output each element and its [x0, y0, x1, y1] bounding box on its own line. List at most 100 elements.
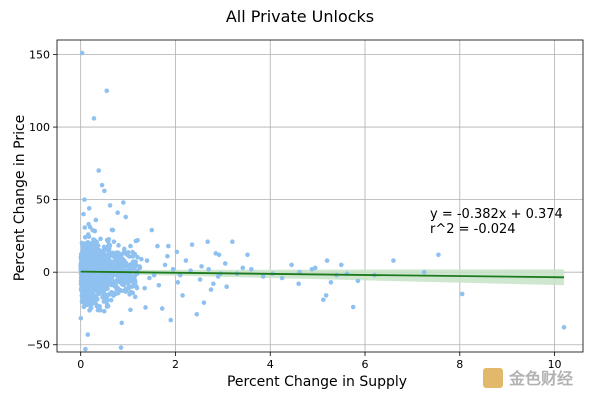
- data-point: [128, 307, 133, 313]
- fit-line: [80, 270, 565, 279]
- data-point: [96, 280, 101, 286]
- data-point: [194, 311, 200, 317]
- data-point: [114, 266, 119, 271]
- plot-area: [57, 40, 583, 352]
- fit-line-layer: [80, 270, 565, 279]
- data-point: [82, 234, 88, 240]
- data-point: [123, 214, 129, 220]
- y-tick-label: −50: [27, 339, 50, 352]
- data-point: [199, 264, 204, 269]
- data-point: [117, 287, 123, 293]
- data-point: [97, 290, 103, 295]
- data-point: [89, 296, 94, 302]
- ticks: 0 2 4 6 8 10 −50 0 50 100 150: [27, 49, 562, 371]
- data-point: [83, 346, 88, 352]
- data-point: [222, 261, 228, 266]
- data-point: [91, 116, 97, 121]
- data-point: [323, 293, 329, 298]
- data-point: [289, 262, 294, 268]
- data-point: [139, 256, 144, 262]
- data-point: [137, 265, 143, 271]
- data-point: [84, 265, 90, 271]
- data-point: [94, 258, 99, 264]
- data-point: [105, 275, 111, 280]
- data-point: [248, 266, 254, 272]
- data-point: [104, 88, 110, 94]
- data-point: [82, 197, 87, 202]
- data-point: [162, 262, 168, 268]
- data-point: [208, 287, 214, 292]
- data-point: [126, 264, 132, 270]
- data-point: [110, 227, 116, 233]
- x-tick-label: 4: [267, 358, 274, 371]
- data-point: [80, 282, 86, 287]
- data-point: [84, 261, 89, 266]
- x-tick-label: 8: [456, 358, 463, 371]
- data-point: [93, 293, 99, 299]
- data-point: [165, 253, 170, 259]
- data-point: [436, 252, 441, 258]
- data-point: [159, 306, 165, 311]
- data-point: [90, 262, 96, 268]
- data-point: [78, 278, 84, 284]
- data-point: [82, 225, 88, 230]
- data-point: [240, 265, 246, 271]
- data-point: [112, 291, 117, 296]
- data-point: [355, 278, 361, 284]
- data-point: [296, 281, 301, 287]
- data-point: [132, 294, 138, 300]
- data-point: [147, 275, 152, 281]
- points-layer: [78, 50, 567, 352]
- data-point: [111, 239, 117, 245]
- data-point: [94, 243, 100, 249]
- watermark-text: 金色财经: [508, 369, 573, 388]
- data-point: [78, 315, 84, 321]
- data-point: [170, 266, 176, 272]
- data-point: [80, 256, 86, 261]
- data-point: [459, 291, 465, 297]
- data-point: [130, 290, 136, 296]
- data-point: [79, 262, 85, 268]
- data-point: [86, 206, 92, 211]
- data-point: [166, 243, 171, 249]
- data-point: [115, 210, 120, 215]
- data-point: [106, 237, 112, 242]
- x-tick-label: 0: [77, 358, 84, 371]
- data-point: [98, 236, 103, 242]
- data-point: [102, 188, 107, 194]
- data-point: [128, 273, 133, 278]
- fit-equation: y = -0.382x + 0.374: [430, 207, 563, 222]
- data-point: [112, 260, 118, 266]
- data-point: [155, 243, 160, 249]
- data-point: [128, 243, 133, 249]
- y-tick-label: 0: [43, 266, 50, 279]
- data-point: [104, 302, 110, 307]
- data-point: [121, 274, 127, 280]
- data-point: [116, 277, 122, 282]
- data-point: [95, 248, 101, 254]
- data-point: [183, 258, 189, 263]
- data-point: [96, 272, 101, 278]
- x-tick-label: 6: [362, 358, 369, 371]
- data-point: [79, 251, 84, 257]
- plot-frame: [56, 39, 584, 353]
- data-point: [174, 249, 180, 255]
- data-point: [205, 239, 210, 245]
- data-point: [84, 291, 90, 296]
- data-point: [98, 277, 103, 282]
- data-point: [211, 281, 216, 287]
- data-point: [224, 284, 229, 289]
- data-point: [177, 272, 183, 278]
- data-point: [83, 286, 88, 292]
- data-point: [80, 291, 86, 297]
- data-point: [144, 258, 150, 263]
- data-point: [561, 325, 567, 330]
- data-point: [175, 280, 181, 285]
- data-point: [117, 252, 122, 258]
- grid: [57, 40, 583, 352]
- y-tick-label: 100: [29, 121, 50, 134]
- data-point: [84, 276, 90, 281]
- data-point: [107, 203, 113, 208]
- data-point: [143, 305, 148, 310]
- data-point: [156, 282, 162, 288]
